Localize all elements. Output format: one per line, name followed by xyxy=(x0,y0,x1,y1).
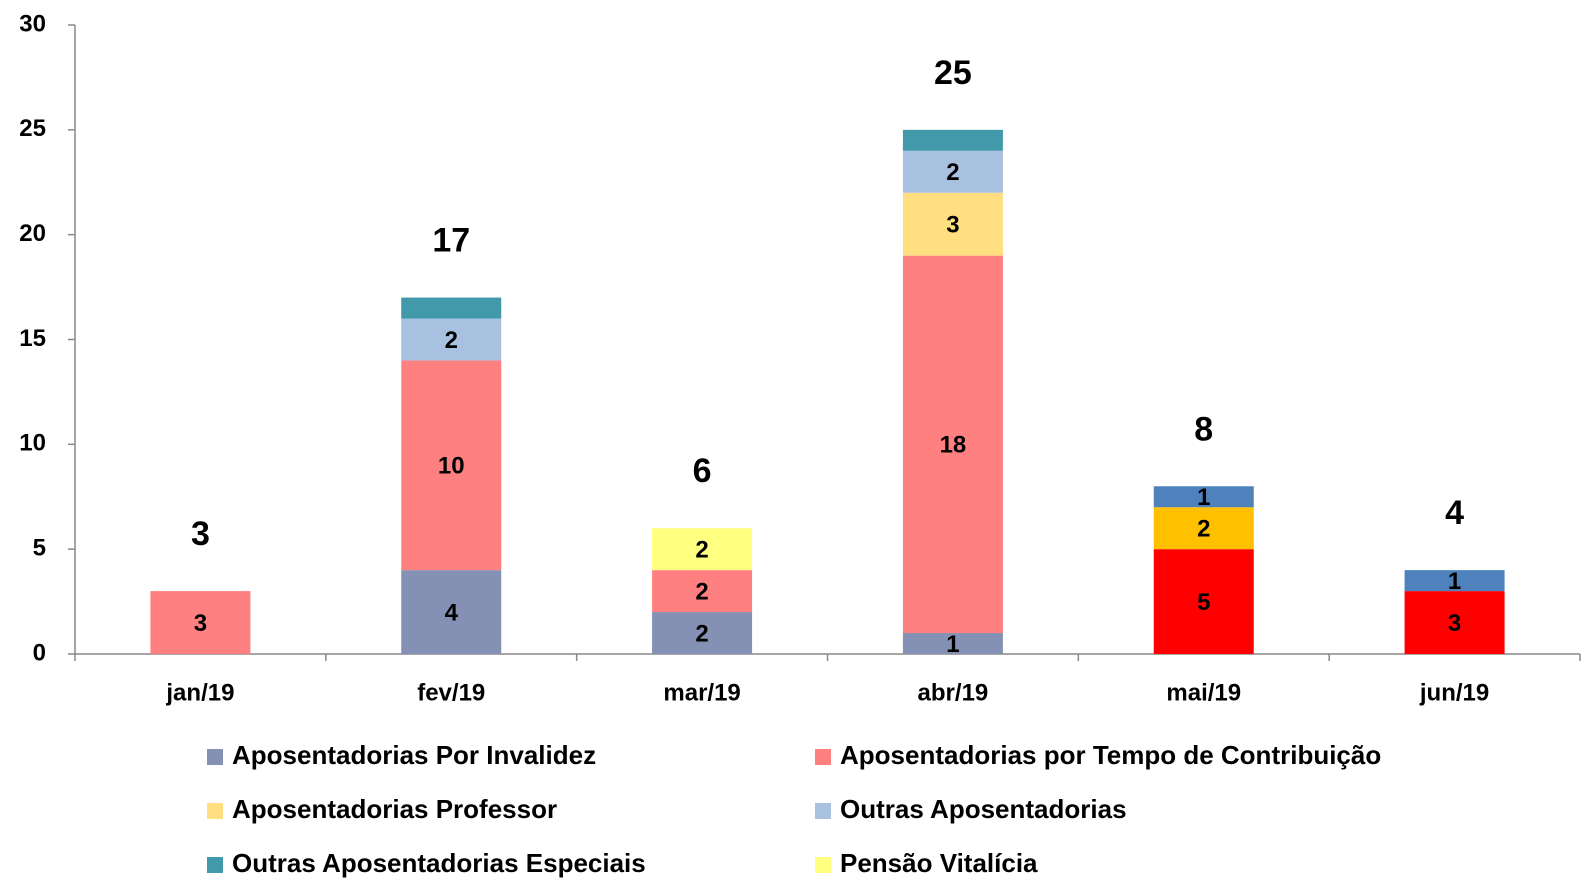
segment-label: 2 xyxy=(695,537,708,564)
total-label: 25 xyxy=(934,54,972,92)
y-tick-label: 5 xyxy=(33,535,46,562)
segment-label: 18 xyxy=(940,432,967,459)
x-tick-label: mar/19 xyxy=(663,679,740,706)
segment-label: 2 xyxy=(445,327,458,354)
bar-segment xyxy=(150,591,251,654)
legend-swatch xyxy=(815,803,831,819)
total-label: 17 xyxy=(432,222,470,260)
total-label: 3 xyxy=(191,515,210,553)
legend-swatch xyxy=(207,803,223,819)
legend-swatch xyxy=(207,749,223,765)
bar-segment xyxy=(401,570,502,654)
segment-label: 2 xyxy=(1197,516,1210,543)
legend-swatch xyxy=(207,857,223,873)
legend-swatch xyxy=(815,749,831,765)
legend-swatch xyxy=(815,857,831,873)
y-tick-label: 0 xyxy=(33,639,46,666)
bar-segment xyxy=(1404,591,1505,654)
segment-label: 1 xyxy=(946,631,959,658)
legend-label: Outras Aposentadorias xyxy=(840,794,1127,824)
bar-segment xyxy=(401,318,502,361)
segment-label: 1 xyxy=(1197,484,1210,511)
bar-segment xyxy=(401,297,502,319)
segment-label: 3 xyxy=(946,212,959,239)
legend-label: Aposentadorias por Tempo de Contribuição xyxy=(840,740,1381,770)
bar-segment xyxy=(1153,549,1254,654)
bar-segment xyxy=(1404,570,1505,592)
segment-label: 10 xyxy=(438,453,465,480)
y-tick-label: 10 xyxy=(19,430,46,457)
bar-segment xyxy=(1153,507,1254,550)
bar-segment xyxy=(652,528,753,571)
segment-label: 3 xyxy=(194,610,207,637)
legend-label: Outras Aposentadorias Especiais xyxy=(232,848,646,878)
bar-segment xyxy=(902,255,1003,634)
total-label: 8 xyxy=(1194,410,1213,448)
segment-label: 1 xyxy=(1448,568,1461,595)
segment-label: 5 xyxy=(1197,589,1210,616)
total-label: 4 xyxy=(1445,494,1464,532)
x-tick-label: jan/19 xyxy=(165,679,234,706)
legend-label: Aposentadorias Por Invalidez xyxy=(232,740,596,770)
bar-segment xyxy=(902,633,1003,654)
bar-segment xyxy=(652,570,753,613)
x-tick-label: jun/19 xyxy=(1419,679,1489,706)
y-tick-label: 25 xyxy=(19,115,46,142)
legend-label: Pensão Vitalícia xyxy=(840,848,1038,878)
bar-segment xyxy=(902,150,1003,193)
segment-label: 3 xyxy=(1448,610,1461,637)
segment-label: 4 xyxy=(445,599,459,626)
x-tick-label: abr/19 xyxy=(918,679,989,706)
segment-label: 2 xyxy=(695,578,708,605)
x-tick-label: mai/19 xyxy=(1166,679,1241,706)
segment-label: 2 xyxy=(946,159,959,186)
x-tick-label: fev/19 xyxy=(417,679,485,706)
y-tick-label: 30 xyxy=(19,10,46,37)
y-tick-label: 15 xyxy=(19,325,46,352)
total-label: 6 xyxy=(693,452,712,490)
legend-label: Aposentadorias Professor xyxy=(232,794,557,824)
bar-segment xyxy=(401,360,502,571)
y-tick-label: 20 xyxy=(19,220,46,247)
bar-segment xyxy=(1153,486,1254,508)
segment-label: 2 xyxy=(695,620,708,647)
bar-segment xyxy=(902,129,1003,151)
bar-segment xyxy=(902,192,1003,256)
bar-segment xyxy=(652,612,753,654)
